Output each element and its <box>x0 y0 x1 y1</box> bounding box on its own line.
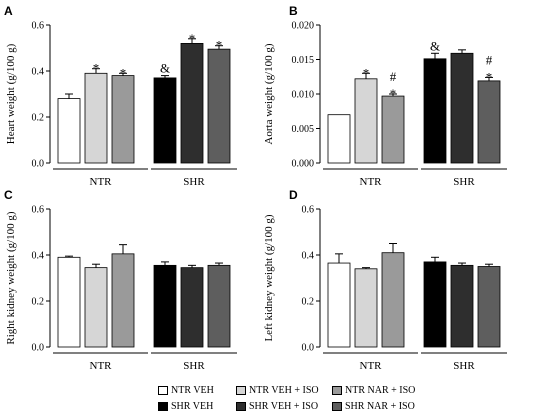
significance-marker: * <box>93 61 100 76</box>
legend-swatch <box>158 402 168 411</box>
bar <box>423 58 447 164</box>
significance-marker: * <box>486 69 493 84</box>
panel-letter: A <box>4 4 13 18</box>
significance-marker: # <box>390 69 397 84</box>
y-tick-label: 0.005 <box>292 124 315 135</box>
y-tick-label: 0.4 <box>32 67 45 78</box>
panel-letter: B <box>289 4 298 18</box>
bar <box>327 114 351 164</box>
bar <box>450 264 474 348</box>
group-label: NTR <box>360 176 383 188</box>
legend-item: NTR VEH + ISO <box>236 384 332 397</box>
y-tick-label: 0.2 <box>32 113 45 124</box>
legend-item: SHR NAR + ISO <box>332 400 418 413</box>
y-tick-label: 0.2 <box>32 297 45 308</box>
group-label: SHR <box>183 176 205 188</box>
y-axis-title: Heart weight (g/100 g) <box>5 43 17 144</box>
legend-label: SHR VEH + ISO <box>249 401 319 412</box>
bar <box>84 267 108 348</box>
bar <box>153 264 177 348</box>
bar <box>180 43 204 164</box>
chart-panel-a: A Heart weight (g/100 g) 0.0 0.2 0.4 0.6 * * & * *… <box>4 4 237 188</box>
significance-marker: & <box>160 61 170 76</box>
y-tick-label: 0.4 <box>32 251 45 262</box>
legend-swatch <box>236 402 246 411</box>
y-tick-label: 0.6 <box>32 205 45 216</box>
legend-item: SHR VEH + ISO <box>236 400 332 413</box>
legend-swatch <box>332 386 342 395</box>
legend-label: NTR NAR + ISO <box>345 385 416 396</box>
bar <box>477 80 501 164</box>
y-tick-label: 0.0 <box>32 159 45 170</box>
legend-label: NTR VEH <box>171 385 214 396</box>
significance-marker: * <box>216 38 223 53</box>
y-tick-label: 0.0 <box>32 343 45 354</box>
y-axis-title: Aorta weight (g/100 g) <box>263 43 275 144</box>
significance-marker: # <box>486 52 493 67</box>
bar <box>423 261 447 348</box>
group-label: NTR <box>90 176 113 188</box>
group-label: SHR <box>453 360 475 372</box>
group-label: NTR <box>90 360 113 372</box>
bar <box>111 253 135 348</box>
bar <box>57 256 81 348</box>
bar <box>111 75 135 164</box>
y-axis-title: Right kidney weight (g/100 g) <box>5 211 17 345</box>
bar <box>180 267 204 348</box>
group-label: SHR <box>183 360 205 372</box>
chart-panel-c: C Right kidney weight (g/100 g) 0.0 0.2 0.4 0… <box>4 188 237 372</box>
bar <box>153 77 177 164</box>
significance-marker: * <box>120 65 127 80</box>
legend-swatch <box>236 386 246 395</box>
significance-marker: & <box>430 38 440 53</box>
y-tick-label: 0.010 <box>292 90 315 101</box>
legend-label: SHR VEH <box>171 401 214 412</box>
legend-swatch <box>332 402 342 411</box>
group-label: NTR <box>360 360 383 372</box>
legend-item: NTR NAR + ISO <box>332 384 418 397</box>
chart-panel-b: B Aorta weight (g/100 g) 0.000 0.005 0.010 0.… <box>263 4 507 188</box>
y-tick-label: 0.2 <box>302 297 315 308</box>
significance-marker: * <box>363 65 370 80</box>
legend-item: SHR VEH <box>158 400 236 413</box>
panel-letter: D <box>289 188 298 202</box>
y-axis-title: Left kidney weight (g/100 g) <box>263 214 275 341</box>
legend: NTR VEH NTR VEH + ISO NTR NAR + ISO SHR … <box>158 384 418 414</box>
significance-marker: * <box>390 86 397 101</box>
y-tick-label: 0.020 <box>292 21 315 32</box>
significance-marker: * <box>189 31 196 46</box>
legend-label: SHR NAR + ISO <box>345 401 415 412</box>
bar <box>381 252 405 348</box>
bar <box>57 98 81 164</box>
bar <box>450 52 474 164</box>
chart-panel-d: D Left kidney weight (g/100 g) 0.0 0.2 0.4 0.… <box>263 188 507 372</box>
bar <box>207 264 231 348</box>
legend-item: NTR VEH <box>158 384 236 397</box>
panel-letter: C <box>4 188 13 202</box>
y-tick-label: 0.6 <box>302 205 315 216</box>
y-tick-label: 0.0 <box>302 343 315 354</box>
bar <box>477 266 501 348</box>
bar <box>354 268 378 348</box>
legend-label: NTR VEH + ISO <box>249 385 319 396</box>
bar <box>84 72 108 164</box>
y-tick-label: 0.4 <box>302 251 315 262</box>
legend-swatch <box>158 386 168 395</box>
y-tick-label: 0.6 <box>32 21 45 32</box>
y-tick-label: 0.000 <box>292 159 315 170</box>
y-tick-label: 0.015 <box>292 55 315 66</box>
group-label: SHR <box>453 176 475 188</box>
bar <box>354 78 378 164</box>
bar <box>207 48 231 164</box>
bar <box>327 262 351 348</box>
bar <box>381 95 405 164</box>
